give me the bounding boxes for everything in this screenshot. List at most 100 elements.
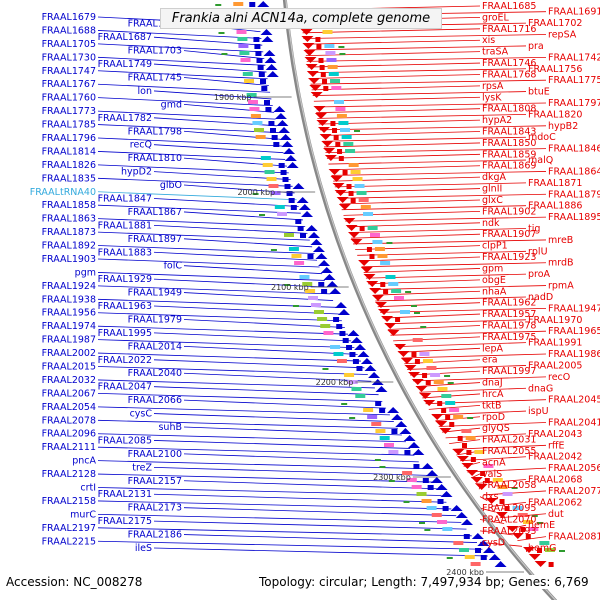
- right-gene-callout: [331, 171, 547, 176]
- feature-category-bar: [328, 72, 339, 76]
- accession-text: Accession: NC_008278: [6, 575, 143, 589]
- feature-category-bar: [277, 212, 288, 216]
- left-gene-callout: [97, 110, 276, 120]
- plus-strand-feature: [343, 218, 356, 224]
- minus-strand-feature: [368, 372, 381, 378]
- left-gene-callout: [153, 413, 394, 422]
- left-gene-label: crtI: [80, 483, 96, 494]
- minus-strand-feature: [270, 128, 277, 133]
- plus-strand-feature: [523, 547, 536, 553]
- feature-tracks: [215, 1, 566, 567]
- right-gene-label: tktB: [482, 400, 501, 411]
- left-gene-callout: [97, 487, 442, 496]
- right-gene-callout: [329, 165, 481, 171]
- left-gene-label: recQ: [130, 140, 152, 151]
- minus-strand-feature: [399, 428, 412, 434]
- right-gene-callout: [303, 34, 547, 39]
- right-gene-label: FRAAL1997: [482, 366, 536, 377]
- plus-strand-feature: [495, 512, 508, 518]
- feature-category-bar: [284, 233, 295, 237]
- right-gene-callout: [370, 285, 547, 290]
- left-gene-label: FRAAL1703: [128, 46, 182, 57]
- plus-strand-feature: [308, 78, 321, 84]
- right-gene-callout: [341, 205, 527, 211]
- left-gene-label: FRAAL1867: [128, 207, 182, 218]
- right-gene-label: FRAAL2058: [482, 480, 536, 491]
- tick-mark: [338, 46, 345, 48]
- left-gene-label: FRAAL2175: [98, 516, 152, 527]
- feature-category-bar: [326, 58, 337, 62]
- minus-strand-feature: [278, 127, 291, 133]
- feature-category-bar: [371, 422, 382, 426]
- plus-strand-feature: [397, 351, 410, 357]
- left-gene-label: FRAAL1929: [98, 274, 152, 285]
- left-gene-callout: [183, 211, 303, 221]
- tick-mark: [424, 529, 431, 531]
- tick-mark: [270, 249, 277, 251]
- left-gene-callout: [97, 446, 415, 456]
- feature-category-bar: [308, 296, 319, 300]
- feature-category-bar: [431, 513, 442, 517]
- plus-strand-feature: [313, 106, 326, 112]
- right-gene-label: lysK: [482, 92, 502, 103]
- feature-category-bar: [330, 79, 341, 83]
- plus-strand-feature: [441, 408, 447, 413]
- minus-strand-feature: [274, 113, 287, 119]
- tick-mark: [379, 466, 386, 468]
- plus-strand-feature: [422, 373, 428, 378]
- right-gene-callout: [479, 519, 505, 524]
- left-gene-label: FRAAL1995: [98, 328, 152, 339]
- plus-strand-feature: [404, 365, 417, 371]
- right-gene-label: FRAAL2043: [528, 429, 582, 440]
- right-gene-label: FRAAL1923: [482, 252, 536, 263]
- plus-strand-feature: [470, 477, 483, 483]
- right-gene-callout: [479, 507, 496, 513]
- right-gene-label: gpm: [482, 263, 503, 274]
- genome-summary-text: Topology: circular; Length: 7,497,934 bp…: [259, 575, 589, 589]
- right-gene-label: lepA: [482, 343, 504, 354]
- feature-category-bar: [539, 541, 550, 545]
- tick-mark: [410, 305, 417, 307]
- plus-strand-feature: [411, 352, 417, 357]
- minus-strand-feature: [264, 57, 277, 63]
- left-gene-label: gmd: [161, 99, 182, 110]
- plus-strand-feature: [348, 191, 354, 196]
- minus-strand-feature: [350, 337, 363, 343]
- feature-category-bar: [317, 317, 328, 321]
- minus-strand-feature: [265, 107, 272, 112]
- genome-backbone: [282, 0, 558, 600]
- feature-category-bar: [255, 135, 266, 139]
- plus-strand-feature: [337, 149, 343, 154]
- feature-category-bar: [302, 282, 313, 286]
- feature-category-bar: [370, 233, 381, 237]
- minus-strand-feature: [364, 365, 377, 371]
- right-gene-callout: [308, 68, 527, 74]
- left-gene-callout: [153, 386, 379, 396]
- minus-strand-feature: [435, 484, 448, 490]
- feature-category-bar: [528, 527, 539, 531]
- right-gene-label: ndk: [482, 218, 500, 229]
- left-gene-callout: [97, 406, 390, 416]
- tick-mark: [354, 130, 361, 132]
- feature-category-bar: [402, 471, 413, 475]
- feature-category-bar: [430, 373, 441, 377]
- feature-category-bar: [412, 338, 423, 342]
- minus-strand-feature: [284, 184, 291, 189]
- right-gene-callout: [390, 330, 547, 336]
- plus-strand-feature: [457, 436, 463, 441]
- left-gene-callout: [97, 245, 315, 254]
- left-gene-label: FRAAL1826: [42, 160, 96, 171]
- feature-category-bar: [453, 415, 464, 419]
- minus-strand-feature: [268, 121, 275, 126]
- left-gene-label: FRAAL1796: [42, 133, 96, 144]
- plus-strand-feature: [445, 415, 451, 420]
- left-gene-callout: [97, 339, 355, 349]
- tick-mark: [339, 53, 346, 55]
- feature-category-bar: [483, 464, 494, 468]
- plus-strand-feature: [314, 113, 327, 119]
- feature-category-bar: [299, 275, 310, 279]
- plus-strand-feature: [395, 317, 401, 322]
- right-gene-label: nhaA: [482, 286, 507, 297]
- right-gene-label: FRAAL1978: [482, 320, 536, 331]
- plus-strand-feature: [359, 226, 365, 231]
